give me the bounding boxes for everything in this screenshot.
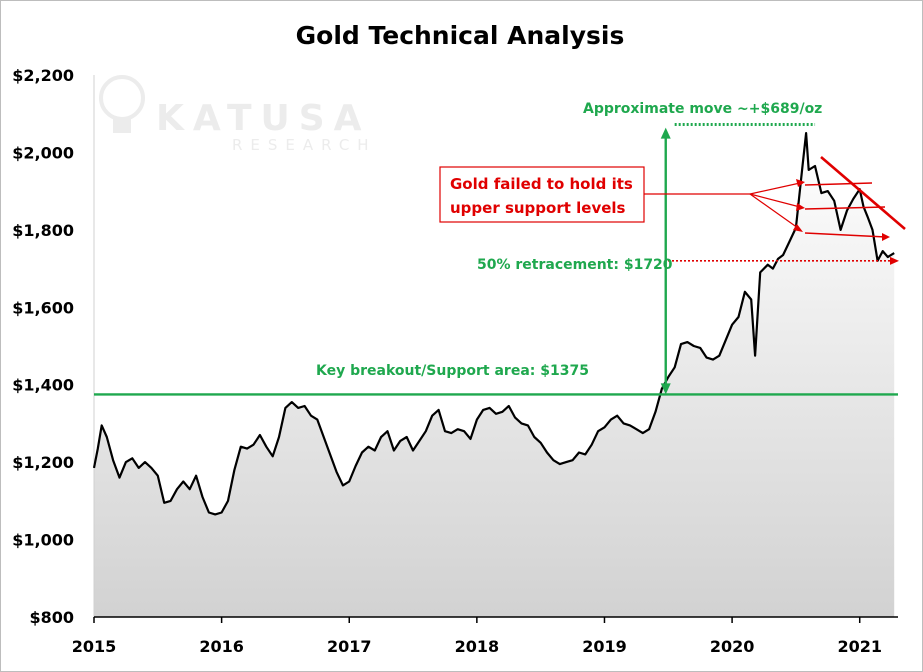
support-level-3-head	[882, 233, 890, 241]
callout-line-1: Gold failed to hold its	[450, 175, 633, 193]
callout-arrow-3	[749, 193, 799, 229]
y-tick-label: $1,000	[12, 531, 74, 550]
x-tick-label: 2015	[72, 637, 117, 656]
y-tick-label: $1,600	[12, 298, 74, 317]
price-line	[92, 132, 895, 516]
plot-area: $800 $1,000 $1,200 $1,400 $1,600 $1,800 $2,000…	[12, 66, 898, 656]
y-tick-label: $1,800	[12, 221, 74, 240]
y-tick-label: $800	[29, 608, 74, 627]
callout-arrow-1	[749, 182, 801, 195]
retracement-arrow-head	[890, 256, 899, 265]
watermark-logo: KATUSA RESEARCH	[99, 75, 377, 154]
support-level-2	[804, 206, 886, 210]
support-failure-callout	[439, 166, 645, 223]
x-tick-label: 2016	[199, 637, 244, 656]
support-label: Key breakout/Support area: $1375	[316, 363, 589, 379]
y-tick-label: $2,000	[12, 143, 74, 162]
retracement-label: 50% retracement: $1720	[477, 257, 673, 273]
x-tick-label: 2019	[582, 637, 627, 656]
callout-arrow-2	[749, 193, 801, 208]
y-tick-label: $2,200	[12, 66, 74, 85]
watermark-brand: KATUSA	[156, 98, 371, 139]
watermark-sub: RESEARCH	[232, 136, 377, 154]
support-level-3	[804, 232, 887, 238]
chart-title: Gold Technical Analysis	[296, 21, 625, 50]
callout-arrow-1-head	[796, 179, 805, 187]
support-breakdown-lines	[804, 156, 906, 241]
x-axis: 2015 2016 2017 2018 2019 2020 2021	[72, 616, 898, 656]
callout-line-2: upper support levels	[450, 199, 626, 217]
price-area-fill	[94, 133, 895, 617]
bulb-base-icon	[113, 119, 131, 133]
move-arrow-head-down	[660, 383, 671, 395]
downtrend-line	[820, 156, 906, 230]
callout-arrow-3-head	[793, 224, 803, 232]
x-tick-label: 2020	[710, 637, 755, 656]
x-tick-label: 2018	[455, 637, 500, 656]
y-tick-label: $1,200	[12, 453, 74, 472]
annotations: Key breakout/Support area: $1375 Approxi…	[94, 101, 906, 396]
move-label: Approximate move ~+$689/oz	[583, 101, 822, 117]
x-tick-label: 2021	[837, 637, 882, 656]
support-level-1	[804, 182, 873, 186]
x-tick-label: 2017	[327, 637, 372, 656]
move-arrow-head-up	[660, 127, 671, 139]
callout-arrow-2-head	[796, 203, 805, 211]
y-tick-label: $1,400	[12, 376, 74, 395]
bulb-icon	[99, 75, 145, 121]
y-axis: $800 $1,000 $1,200 $1,400 $1,600 $1,800 $2,000…	[12, 66, 95, 627]
callout-arrows	[749, 179, 805, 232]
